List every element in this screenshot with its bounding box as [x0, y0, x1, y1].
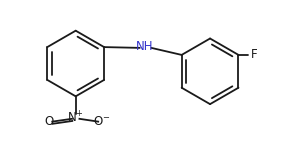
- Text: O: O: [44, 115, 54, 128]
- Text: $\mathregular{N^{+}}$: $\mathregular{N^{+}}$: [67, 111, 84, 126]
- Text: $\mathregular{O^{-}}$: $\mathregular{O^{-}}$: [93, 115, 110, 128]
- Text: NH: NH: [136, 40, 153, 53]
- Text: F: F: [251, 48, 258, 61]
